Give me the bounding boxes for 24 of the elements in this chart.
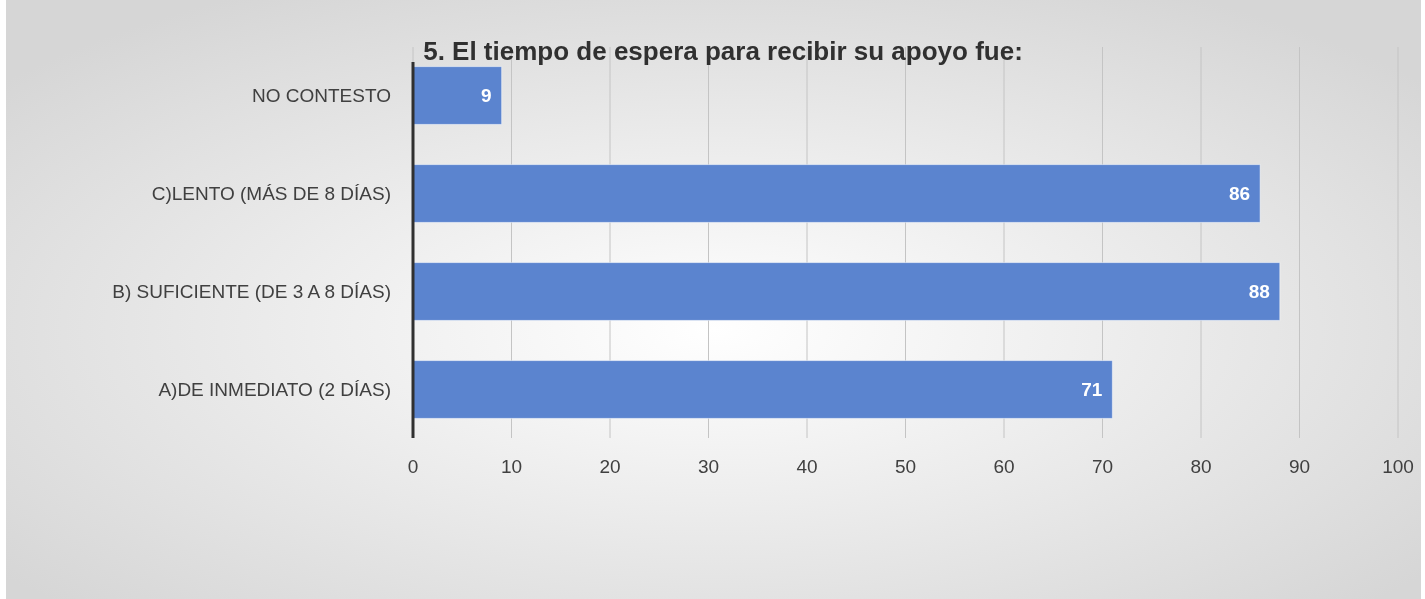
x-tick-label: 40 — [796, 456, 818, 477]
x-tick-label: 100 — [1382, 456, 1414, 477]
x-tick-label: 30 — [697, 456, 720, 477]
data-label: 9 — [481, 85, 492, 107]
data-label: 71 — [1081, 379, 1103, 401]
bar — [412, 164, 1261, 223]
x-tick-label: 10 — [500, 456, 523, 477]
x-tick-label: 50 — [894, 456, 917, 477]
y-tick-label: B) SUFICIENTE (DE 3 A 8 DÍAS) — [112, 281, 391, 303]
y-tick-label: NO CONTESTO — [252, 85, 391, 107]
x-tick-label: 0 — [407, 456, 419, 477]
y-tick-label: A)DE INMEDIATO (2 DÍAS) — [158, 379, 391, 401]
data-label: 86 — [1228, 183, 1251, 205]
data-label: 88 — [1248, 281, 1270, 303]
x-tick-label: 80 — [1190, 456, 1212, 477]
chart-title: 5. El tiempo de espera para recibir su apoyo fue: — [423, 36, 1023, 66]
x-tick-label: 20 — [599, 456, 621, 477]
bar — [412, 262, 1281, 321]
y-tick-label: C)LENTO (MÁS DE 8 DÍAS) — [151, 183, 391, 205]
x-tick-label: 90 — [1288, 456, 1311, 477]
x-tick-label: 60 — [993, 456, 1015, 477]
x-tick-label: 70 — [1091, 456, 1114, 477]
bar — [412, 66, 503, 125]
bar — [412, 360, 1113, 419]
